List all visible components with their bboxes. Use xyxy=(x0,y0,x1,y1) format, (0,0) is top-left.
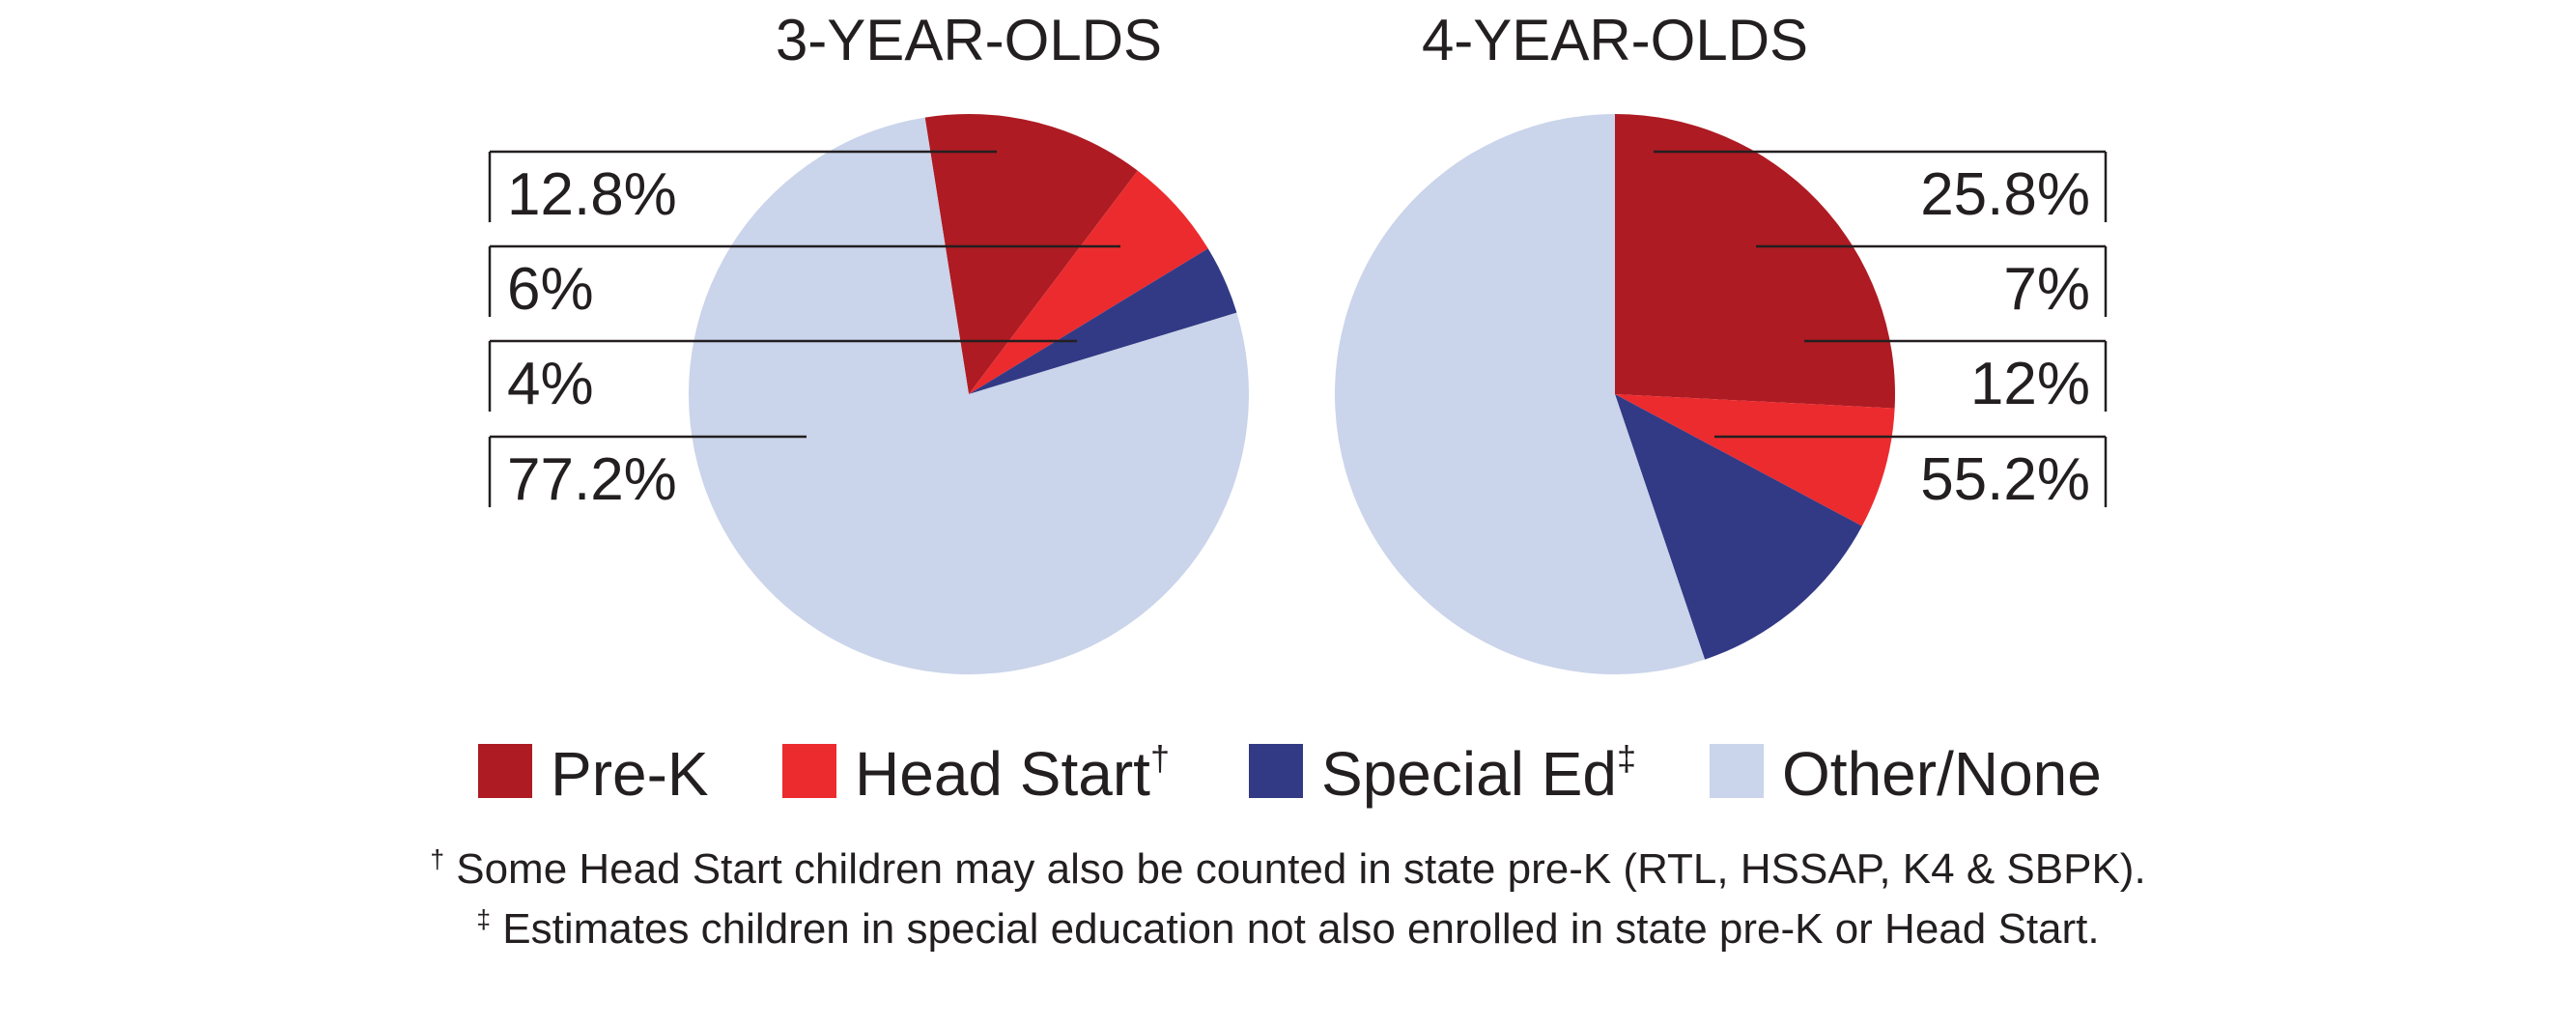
3-year-olds-value-label-pre-k: 12.8% xyxy=(507,161,677,228)
3-year-olds-slice-head-start xyxy=(969,170,1208,394)
footnote-head-start: † Some Head Start children may also be c… xyxy=(0,845,2576,894)
4-year-olds-title: 4-YEAR-OLDS xyxy=(1422,8,1808,72)
footnote-double-dagger-mark: ‡ xyxy=(476,904,492,934)
legend-label-head-start: Head Start† xyxy=(855,738,1170,809)
legend-swatch-head-start xyxy=(782,744,836,798)
3-year-olds-slice-other-none xyxy=(688,117,1249,675)
footnote-dagger-mark: † xyxy=(430,844,444,874)
3-year-olds-slice-pre-k xyxy=(924,114,1138,395)
legend-label-other-none: Other/None xyxy=(1782,739,2102,809)
4-year-olds-value-label-other-none: 55.2% xyxy=(1920,446,2090,513)
legend-mark-head-start: † xyxy=(1150,738,1170,778)
4-year-olds-value-label-head-start: 7% xyxy=(2003,256,2090,323)
legend-label-special-ed: Special Ed‡ xyxy=(1321,738,1636,809)
legend-swatch-pre-k xyxy=(478,744,532,798)
legend-mark-special-ed: ‡ xyxy=(1617,738,1636,778)
4-year-olds-slice-head-start xyxy=(1615,394,1895,527)
3-year-olds-value-label-head-start: 6% xyxy=(507,256,594,323)
footnote-head-start-text: Some Head Start children may also be cou… xyxy=(444,845,2146,893)
legend-swatch-special-ed xyxy=(1249,744,1303,798)
legend-swatch-other-none xyxy=(1710,744,1764,798)
legend-label-pre-k: Pre-K xyxy=(551,739,709,809)
3-year-olds-value-label-other-none: 77.2% xyxy=(507,446,677,513)
4-year-olds-slice-pre-k xyxy=(1615,114,1895,409)
3-year-olds-value-label-special-ed: 4% xyxy=(507,351,594,417)
4-year-olds-value-label-special-ed: 12% xyxy=(1970,351,2090,417)
footnote-special-ed-text: Estimates children in special education … xyxy=(491,905,2100,953)
3-year-olds-slice-special-ed xyxy=(969,248,1237,394)
footnote-special-ed: ‡ Estimates children in special educatio… xyxy=(0,905,2576,954)
4-year-olds-slice-other-none xyxy=(1334,114,1706,674)
4-year-olds-slice-special-ed xyxy=(1615,394,1862,660)
3-year-olds-title: 3-YEAR-OLDS xyxy=(776,8,1162,72)
4-year-olds-value-label-pre-k: 25.8% xyxy=(1920,161,2090,228)
